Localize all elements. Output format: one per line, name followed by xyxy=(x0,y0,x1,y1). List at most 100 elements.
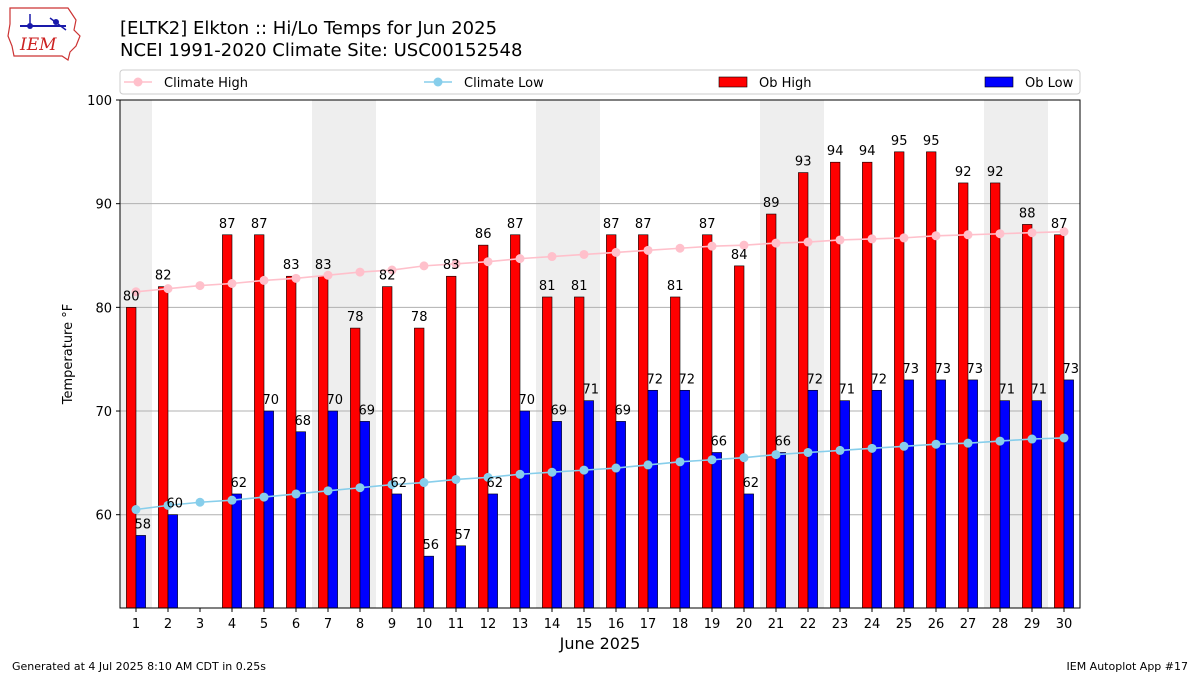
label-ob-high: 82 xyxy=(379,269,396,284)
label-ob-low: 73 xyxy=(967,362,984,377)
footer-app: IEM Autoplot App #17 xyxy=(1066,660,1189,673)
bar-ob-high-7 xyxy=(318,275,329,609)
label-ob-low: 69 xyxy=(551,403,568,418)
label-ob-high: 87 xyxy=(699,217,716,232)
label-ob-low: 57 xyxy=(455,528,472,543)
label-ob-low: 71 xyxy=(839,383,856,398)
legend-label-climate-low: Climate Low xyxy=(464,76,544,91)
x-tick-label: 18 xyxy=(672,617,689,632)
x-tick-label: 12 xyxy=(480,617,497,632)
label-ob-high: 94 xyxy=(827,144,844,159)
legend-label-ob-high: Ob High xyxy=(759,76,812,91)
x-tick-label: 30 xyxy=(1056,617,1073,632)
label-ob-high: 80 xyxy=(123,289,140,304)
bar-ob-low-21 xyxy=(775,452,786,609)
x-tick-label: 8 xyxy=(356,617,364,632)
label-ob-low: 70 xyxy=(519,393,536,408)
bar-ob-high-17 xyxy=(638,234,649,609)
label-ob-high: 78 xyxy=(411,310,428,325)
bar-ob-high-29 xyxy=(1022,224,1033,609)
footer-generated: Generated at 4 Jul 2025 8:10 AM CDT in 0… xyxy=(12,660,266,673)
label-ob-high: 95 xyxy=(891,134,908,149)
point-climate-low-1 xyxy=(131,505,141,515)
x-tick-label: 27 xyxy=(960,617,977,632)
bar-ob-low-15 xyxy=(583,400,594,609)
chart-subtitle: NCEI 1991-2020 Climate Site: USC00152548 xyxy=(120,40,523,61)
point-climate-high-5 xyxy=(259,275,269,285)
bar-ob-high-21 xyxy=(766,213,777,609)
label-ob-high: 94 xyxy=(859,144,876,159)
bar-ob-low-20 xyxy=(743,493,754,609)
point-climate-high-4 xyxy=(227,279,237,289)
bar-ob-low-22 xyxy=(807,389,818,609)
point-climate-low-23 xyxy=(835,445,845,455)
x-tick-label: 5 xyxy=(260,617,268,632)
point-climate-low-12 xyxy=(483,472,493,482)
point-climate-low-19 xyxy=(707,455,717,465)
iem-logo-text: IEM xyxy=(19,35,57,55)
label-ob-high: 81 xyxy=(667,279,684,294)
label-ob-low: 73 xyxy=(935,362,952,377)
x-tick-label: 7 xyxy=(324,617,332,632)
legend-label-climate-high: Climate High xyxy=(164,76,248,91)
x-tick-label: 14 xyxy=(544,617,561,632)
bar-ob-high-15 xyxy=(574,296,585,609)
point-climate-low-8 xyxy=(355,483,365,493)
plot-frame xyxy=(119,99,1081,609)
bar-ob-low-30 xyxy=(1063,379,1074,609)
point-climate-high-17 xyxy=(643,245,653,255)
point-climate-high-14 xyxy=(547,252,557,262)
label-ob-high: 86 xyxy=(475,227,492,242)
point-climate-high-9 xyxy=(387,265,397,275)
label-ob-high: 81 xyxy=(539,279,556,294)
point-climate-low-4 xyxy=(227,495,237,505)
x-tick-label: 1 xyxy=(132,617,140,632)
label-ob-low: 72 xyxy=(679,372,696,387)
bar-ob-low-19 xyxy=(711,452,722,609)
label-ob-high: 95 xyxy=(923,134,940,149)
line-climate-low xyxy=(135,437,1065,511)
x-tick-label: 26 xyxy=(928,617,945,632)
bar-ob-low-23 xyxy=(839,400,850,609)
label-ob-high: 87 xyxy=(219,217,236,232)
label-ob-low: 62 xyxy=(391,476,408,491)
label-ob-high: 92 xyxy=(987,165,1004,180)
bar-ob-low-18 xyxy=(679,389,690,609)
label-ob-high: 92 xyxy=(955,165,972,180)
bar-ob-low-17 xyxy=(647,389,658,609)
x-tick-label: 4 xyxy=(228,617,236,632)
bar-ob-low-6 xyxy=(295,431,306,609)
label-ob-low: 72 xyxy=(647,372,664,387)
point-climate-low-26 xyxy=(931,439,941,449)
point-climate-low-22 xyxy=(803,447,813,457)
y-tick-label: 60 xyxy=(95,509,112,524)
bar-ob-high-26 xyxy=(926,151,937,609)
bar-ob-high-1 xyxy=(126,307,137,609)
label-ob-high: 89 xyxy=(763,196,780,211)
point-climate-high-11 xyxy=(451,259,461,269)
point-climate-high-2 xyxy=(163,284,173,294)
bar-ob-high-20 xyxy=(734,265,745,609)
point-climate-low-27 xyxy=(963,438,973,448)
point-climate-low-11 xyxy=(451,474,461,484)
point-climate-high-8 xyxy=(355,267,365,277)
point-climate-high-3 xyxy=(195,281,205,291)
x-tick-label: 24 xyxy=(864,617,881,632)
label-ob-high: 83 xyxy=(443,258,460,273)
x-tick-label: 28 xyxy=(992,617,1009,632)
label-ob-high: 88 xyxy=(1019,206,1036,221)
label-ob-low: 66 xyxy=(711,434,728,449)
bar-ob-low-16 xyxy=(615,421,626,609)
x-tick-label: 10 xyxy=(416,617,433,632)
x-tick-label: 3 xyxy=(196,617,204,632)
point-climate-low-3 xyxy=(195,497,205,507)
chart-title: [ELTK2] Elkton :: Hi/Lo Temps for Jun 20… xyxy=(120,18,498,39)
label-ob-low: 71 xyxy=(1031,383,1048,398)
point-climate-high-1 xyxy=(131,287,141,297)
bar-ob-high-16 xyxy=(606,234,617,609)
label-ob-low: 71 xyxy=(999,383,1016,398)
label-ob-low: 70 xyxy=(263,393,280,408)
y-tick-label: 80 xyxy=(95,301,112,316)
bar-ob-low-4 xyxy=(231,493,242,609)
point-climate-high-23 xyxy=(835,235,845,245)
